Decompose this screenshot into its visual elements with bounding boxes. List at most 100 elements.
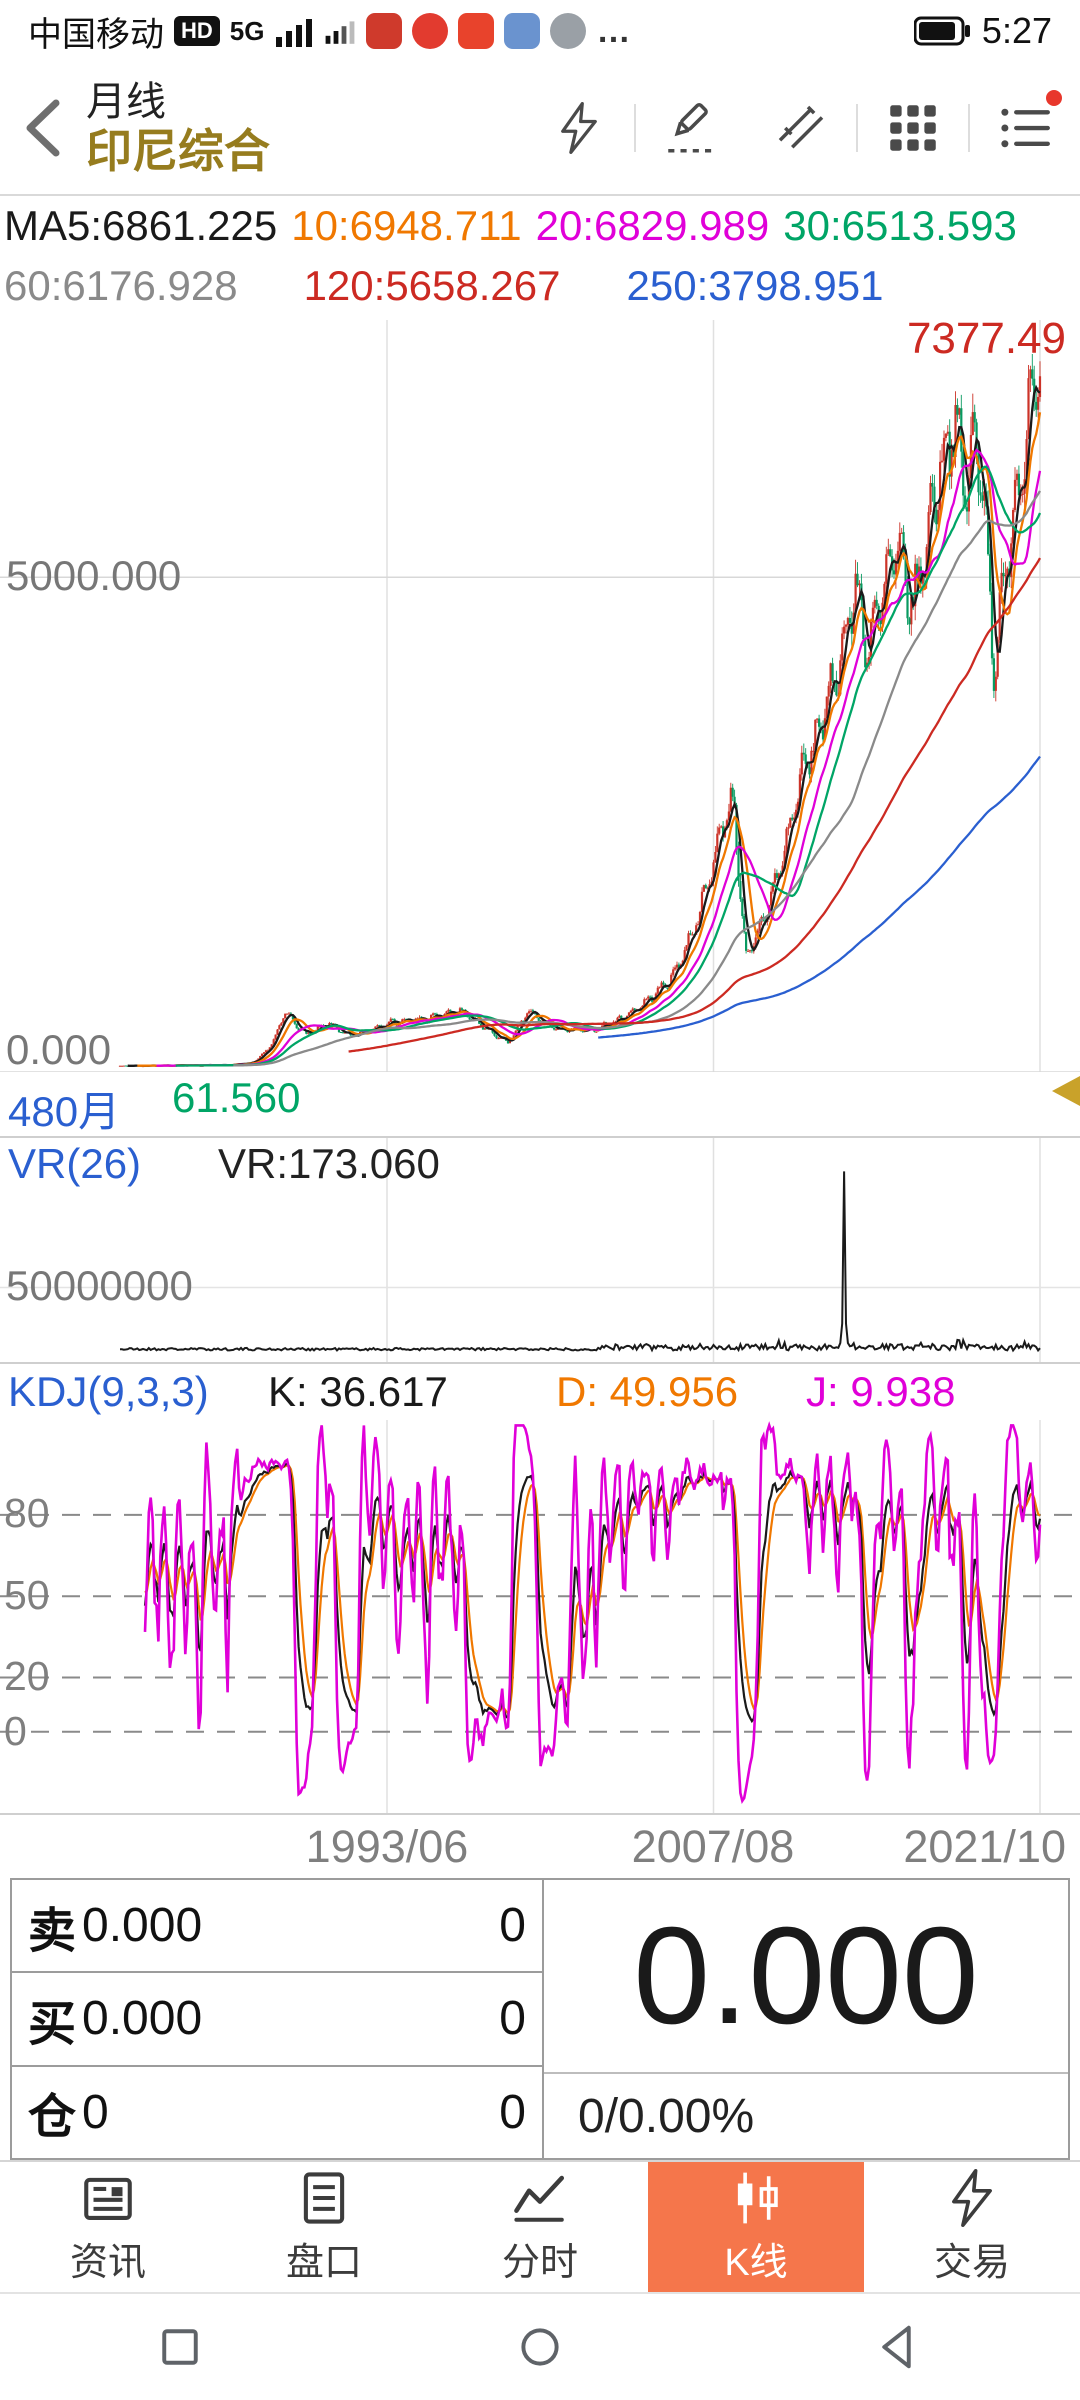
- back-nav-button[interactable]: [872, 2319, 928, 2375]
- recents-button[interactable]: [152, 2319, 208, 2375]
- kdj-tick-80: 80: [4, 1490, 50, 1536]
- tab-orderbook[interactable]: 盘口: [216, 2162, 432, 2292]
- vr-indicator-label: VR(26): [8, 1140, 142, 1187]
- kdj-tick-20: 20: [4, 1653, 50, 1699]
- tab-trade-label: 交易: [933, 2241, 1010, 2284]
- last-price-box: 0.000 0/0.00%: [544, 1878, 1070, 2160]
- ma5-value: MA5:6861.225: [4, 202, 278, 249]
- x-axis-label-1: 1993/06: [305, 1821, 469, 1872]
- news-icon: [84, 2177, 132, 2220]
- main-candlestick-chart[interactable]: [0, 320, 1080, 1072]
- ma-value-bar: MA5:6861.225 10:6948.711 20:6829.989 30:…: [0, 200, 1080, 312]
- scroll-marker-icon[interactable]: [1052, 1076, 1080, 1106]
- kdj-d-value: D: 49.956: [556, 1368, 739, 1415]
- network-type-label: 5G: [229, 15, 265, 46]
- flash-order-button[interactable]: [524, 62, 634, 194]
- divider: [634, 104, 636, 152]
- list-icon: [1001, 108, 1050, 148]
- tab-kline-label: K线: [724, 2241, 788, 2284]
- lightning-icon: [561, 102, 597, 154]
- indicator-settings-button[interactable]: [970, 62, 1080, 194]
- range-info-row: 480月 61.560: [0, 1074, 1080, 1135]
- home-button[interactable]: [512, 2319, 568, 2375]
- tab-news[interactable]: 资讯: [0, 2162, 216, 2292]
- sell-row[interactable]: 卖 0.000 0: [12, 1880, 542, 1974]
- ma30-value: 30:6513.593: [783, 202, 1017, 249]
- high-price-label: 7377.49: [906, 314, 1066, 363]
- buy-row[interactable]: 买 0.000 0: [12, 1973, 542, 2067]
- kdj-tick-50: 50: [4, 1572, 50, 1618]
- intraday-chart-icon: [514, 2175, 565, 2222]
- carrier-label: 中国移动: [28, 15, 164, 54]
- position-amount: 0: [499, 2085, 526, 2139]
- orderbook-icon: [303, 2171, 345, 2224]
- symbol-name: 印尼综合: [86, 124, 270, 177]
- bid-ask-table: 卖 0.000 0 买 0.000 0 仓 0 0: [10, 1878, 544, 2160]
- tab-kline[interactable]: K线: [648, 2162, 864, 2292]
- position-value: 0: [82, 2085, 109, 2139]
- bottom-nav-bar: 资讯 盘口 分时 K线: [0, 2160, 1080, 2292]
- compare-icon: [778, 105, 824, 149]
- pencil-icon: [668, 103, 714, 153]
- kdj-indicator-panel[interactable]: 80 50 20 0: [0, 1420, 1080, 1813]
- notification-dot: [1046, 90, 1062, 106]
- candlestick-canvas: [0, 320, 1080, 1072]
- draw-tool-button[interactable]: [636, 62, 746, 194]
- x-axis-label-3: 2021/10: [903, 1821, 1066, 1872]
- buy-volume: 0: [499, 1992, 526, 2046]
- app-header: 月线 印尼综合: [0, 62, 1080, 196]
- chart-title: 月线 印尼综合: [86, 79, 270, 178]
- notification-app-icon-3: [458, 13, 495, 49]
- notification-app-icon-1: [366, 13, 403, 49]
- grid-layout-button[interactable]: [858, 62, 968, 194]
- hand-mode-icon: [550, 13, 587, 49]
- ma20-value: 20:6829.989: [535, 202, 770, 249]
- position-label: 仓: [28, 2091, 77, 2145]
- back-icon: [26, 99, 60, 157]
- status-time: 5:27: [981, 10, 1052, 51]
- kdj-k-value: K: 36.617: [268, 1368, 448, 1415]
- android-nav-bar: [0, 2292, 1080, 2400]
- tab-news-label: 资讯: [69, 2241, 146, 2284]
- kdj-canvas: [0, 1420, 1080, 1813]
- vr-canvas: [0, 1138, 1080, 1362]
- quote-panel: 卖 0.000 0 买 0.000 0 仓 0 0 0.000 0/0.00%: [0, 1878, 1080, 2160]
- price-change: 0/0.00%: [578, 2089, 755, 2143]
- vr-y-tick: 50000000: [6, 1262, 193, 1309]
- notification-app-icon-2: [412, 13, 449, 49]
- back-button[interactable]: [0, 62, 86, 194]
- trade-lightning-icon: [952, 2168, 992, 2227]
- sell-label: 卖: [28, 1904, 77, 1958]
- kdj-indicator-label: KDJ(9,3,3): [8, 1368, 209, 1415]
- signal-strength-icon-2: [326, 21, 355, 44]
- notification-app-icon-4: [504, 13, 541, 49]
- buy-price: 0.000: [82, 1992, 203, 2046]
- period-label: 月线: [86, 79, 166, 124]
- ma250-value: 250:3798.951: [626, 262, 884, 309]
- position-row[interactable]: 仓 0 0: [12, 2067, 542, 2158]
- tab-intraday-label: 分时: [501, 2241, 578, 2284]
- sell-price: 0.000: [82, 1899, 203, 1953]
- visible-range-label: 480月: [8, 1088, 121, 1135]
- ma10-value: 10:6948.711: [291, 202, 522, 249]
- compare-kline-button[interactable]: [746, 62, 856, 194]
- divider: [968, 104, 970, 152]
- kline-icon: [737, 2172, 778, 2223]
- kdj-header-row: KDJ(9,3,3) K: 36.617 D: 49.956 J: 9.938: [0, 1362, 1080, 1420]
- y-axis-tick-0: 0.000: [6, 1026, 112, 1073]
- kdj-j-value: J: 9.938: [806, 1368, 956, 1415]
- ma120-value: 120:5658.267: [303, 262, 561, 309]
- more-notifications-icon: …: [596, 11, 633, 50]
- grid-icon: [890, 105, 936, 151]
- kdj-tick-0: 0: [4, 1708, 27, 1754]
- hd-badge: HD: [174, 16, 220, 46]
- tab-trade[interactable]: 交易: [864, 2162, 1080, 2292]
- low-price-label: 61.560: [172, 1074, 301, 1121]
- x-axis-label-2: 2007/08: [631, 1821, 795, 1872]
- tab-intraday[interactable]: 分时: [432, 2162, 648, 2292]
- status-bar: 中国移动 HD 5G … 5:27: [0, 0, 1080, 62]
- signal-strength-icon: [276, 19, 313, 47]
- vr-indicator-panel[interactable]: VR(26) VR:173.060 50000000: [0, 1136, 1080, 1362]
- divider: [856, 104, 858, 152]
